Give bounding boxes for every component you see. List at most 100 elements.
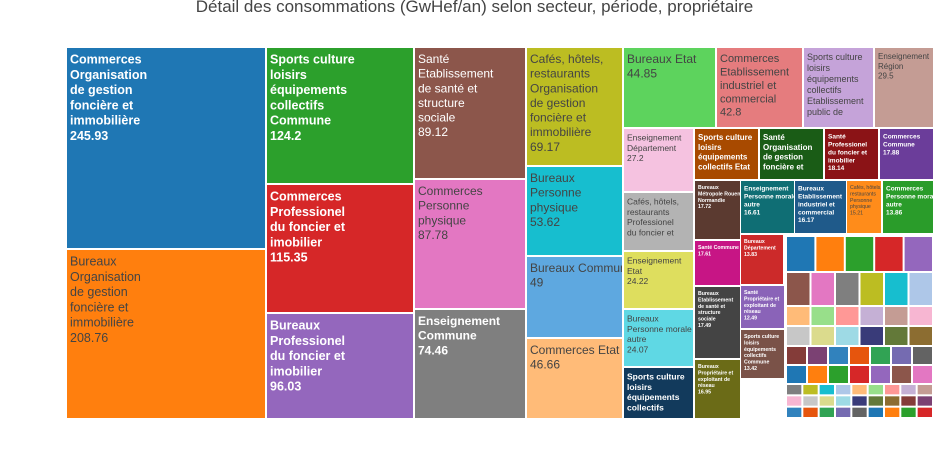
treemap-tile[interactable]: Bureaux Professionel du foncier et imobilie…	[267, 314, 413, 418]
small-tile[interactable]	[885, 273, 908, 305]
treemap-tile[interactable]: Commerces Etat 46.66	[527, 339, 622, 418]
small-tile[interactable]	[816, 237, 844, 271]
small-tile[interactable]	[871, 347, 890, 364]
small-tile[interactable]	[885, 327, 908, 345]
small-tile[interactable]	[892, 366, 911, 383]
small-tile[interactable]	[803, 396, 818, 406]
treemap-tile[interactable]: Enseignement Etat 24.22	[624, 252, 693, 308]
small-tile[interactable]	[811, 273, 835, 305]
small-tile[interactable]	[803, 385, 818, 395]
small-tile[interactable]	[836, 385, 851, 395]
small-tile[interactable]	[787, 407, 802, 417]
small-tile[interactable]	[885, 407, 900, 417]
small-tile[interactable]	[913, 347, 932, 364]
small-tile[interactable]	[860, 273, 884, 305]
treemap-tile[interactable]: Enseignement Département 27.2	[624, 129, 693, 191]
small-tile[interactable]	[892, 347, 911, 364]
treemap-tile[interactable]: Bureaux Commune 49	[527, 257, 634, 337]
treemap-tile[interactable]: Cafés, hôtels, restaurants Organisation de …	[527, 48, 622, 165]
small-tile[interactable]	[787, 273, 810, 305]
small-tile[interactable]	[868, 407, 883, 417]
small-tile[interactable]	[787, 307, 810, 325]
small-tile[interactable]	[811, 327, 835, 345]
small-tile[interactable]	[852, 396, 867, 406]
small-tile[interactable]	[868, 385, 883, 395]
small-tile[interactable]	[917, 407, 932, 417]
small-tile[interactable]	[860, 307, 884, 325]
small-tile[interactable]	[803, 407, 818, 417]
treemap-tile[interactable]: Bureaux Personne morale autre 24.07	[624, 310, 693, 366]
small-tile[interactable]	[875, 237, 903, 271]
treemap-tile[interactable]: Bureaux Etablissement de santé et structure…	[695, 287, 740, 358]
small-tile[interactable]	[913, 366, 932, 383]
small-tile[interactable]	[811, 307, 835, 325]
small-tile[interactable]	[852, 407, 867, 417]
small-tile[interactable]	[787, 366, 806, 383]
small-tile[interactable]	[904, 237, 932, 271]
treemap-tile[interactable]: Santé Etablissement de santé et structure so…	[415, 48, 525, 178]
treemap-tile[interactable]: Bureaux Propriétaire et exploitant de résea…	[695, 360, 740, 418]
small-tile[interactable]	[909, 327, 933, 345]
treemap-tile[interactable]: Santé Commune 17.61	[695, 241, 740, 285]
small-tile[interactable]	[852, 385, 867, 395]
small-tile[interactable]	[836, 407, 851, 417]
treemap-tile[interactable]: Santé Organisation de gestion foncière et	[760, 129, 823, 179]
treemap-tile[interactable]: Bureaux Etat 44.85	[624, 48, 715, 127]
treemap-tile[interactable]: Sports culture loisirs équipements collecti…	[804, 48, 873, 127]
small-tile[interactable]	[850, 347, 869, 364]
treemap-tile[interactable]: Bureaux Etablissement industriel et commerc…	[795, 181, 846, 233]
small-tile[interactable]	[836, 307, 859, 325]
small-tile[interactable]	[829, 366, 848, 383]
treemap-tile[interactable]: Bureaux Organisation de gestion foncière et…	[67, 250, 265, 418]
treemap-tile[interactable]: Sports culture loisirs équipements collecti…	[624, 368, 693, 418]
small-tile[interactable]	[787, 385, 802, 395]
treemap-tile[interactable]: Enseignement Région 29.5	[875, 48, 933, 127]
small-tile[interactable]	[787, 396, 802, 406]
treemap-tile[interactable]: Cafés, hôtels, restaurants Personne physiqu…	[847, 181, 882, 233]
small-tile[interactable]	[836, 396, 851, 406]
small-tile[interactable]	[901, 396, 916, 406]
small-tile[interactable]	[860, 327, 884, 345]
treemap-tile[interactable]: Santé Propriétaire et exploitant de réseau 1…	[741, 286, 784, 328]
small-tile[interactable]	[819, 385, 834, 395]
treemap-tile[interactable]: Sports culture loisirs équipements collecti…	[267, 48, 413, 183]
small-tile[interactable]	[909, 307, 933, 325]
small-tile[interactable]	[909, 273, 933, 305]
small-tile[interactable]	[871, 366, 890, 383]
treemap-tile[interactable]: Sports culture loisirs équipements collecti…	[695, 129, 758, 179]
small-tile[interactable]	[885, 385, 900, 395]
small-tile[interactable]	[819, 396, 834, 406]
small-tile[interactable]	[787, 327, 810, 345]
small-tile[interactable]	[829, 347, 848, 364]
treemap-tile[interactable]: Commerces Etablissement industriel et comme…	[717, 48, 802, 127]
small-tile[interactable]	[836, 273, 859, 305]
treemap-tile[interactable]: Bureaux Personne physique 53.62	[527, 167, 622, 255]
treemap-tile[interactable]: Commerces Professionel du foncier et imobil…	[267, 185, 413, 312]
treemap-tile[interactable]: Enseignement Commune 74.46	[415, 310, 525, 418]
small-tile[interactable]	[917, 396, 932, 406]
treemap-tile[interactable]: Bureaux Département 13.83	[741, 235, 783, 284]
treemap-tile[interactable]: Commerces Personne physique 87.78	[415, 180, 525, 308]
treemap-tile[interactable]: Commerces Commune 17.88	[880, 129, 933, 179]
small-tile[interactable]	[850, 366, 869, 383]
small-tile[interactable]	[819, 407, 834, 417]
treemap-tile[interactable]: Bureaux Métropole Rouen Normandie 17.72	[695, 181, 740, 239]
treemap-tile[interactable]: Cafés, hôtels, restaurants Professionel du …	[624, 193, 693, 250]
treemap-tile[interactable]: Commerces Organisation de gestion foncière …	[67, 48, 265, 248]
small-tile[interactable]	[808, 347, 827, 364]
small-tile[interactable]	[901, 385, 916, 395]
small-tile[interactable]	[845, 237, 874, 271]
treemap-tile[interactable]: Santé Professionel du foncier et imobilier 1…	[825, 129, 878, 179]
small-tile[interactable]	[787, 347, 806, 364]
small-tile[interactable]	[808, 366, 827, 383]
treemap-tile[interactable]: Sports culture loisirs équipements collecti…	[741, 330, 784, 378]
small-tile[interactable]	[917, 385, 932, 395]
treemap-tile[interactable]: Commerces Personne morale autre 13.86	[883, 181, 939, 233]
small-tile[interactable]	[885, 307, 908, 325]
treemap-tile[interactable]: Enseignement Personne morale autre 16.61	[741, 181, 797, 233]
small-tile[interactable]	[868, 396, 883, 406]
small-tile[interactable]	[901, 407, 916, 417]
small-tile[interactable]	[885, 396, 900, 406]
small-tile[interactable]	[836, 327, 859, 345]
small-tile[interactable]	[787, 237, 815, 271]
